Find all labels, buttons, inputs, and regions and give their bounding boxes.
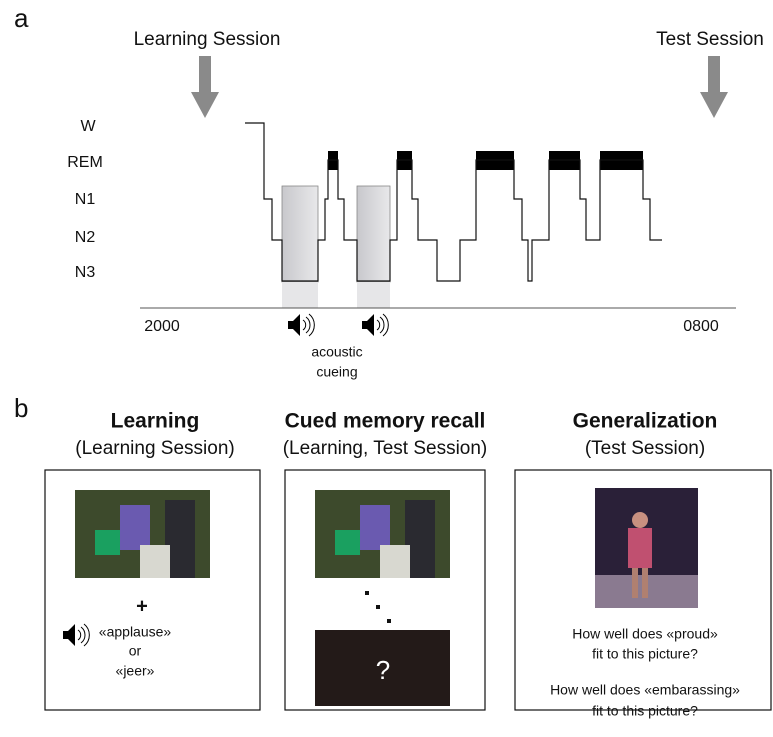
column-title: Learning <box>111 410 200 433</box>
photo <box>75 490 210 578</box>
photo <box>315 490 450 578</box>
stage-label: REM <box>67 154 103 171</box>
question-text: How well does «proud» <box>572 626 718 642</box>
stage-label: N1 <box>75 191 96 208</box>
panel-box <box>514 469 772 711</box>
stage-label: N2 <box>75 229 96 246</box>
column-title: Generalization <box>573 410 718 433</box>
word-label: «applause» <box>99 624 172 640</box>
speaker-icon <box>62 623 90 647</box>
cue-label: cueing <box>316 364 357 380</box>
cue-label: acoustic <box>311 344 362 360</box>
recall-box <box>315 630 450 706</box>
photo <box>595 488 698 608</box>
speaker-icon <box>361 313 389 337</box>
column-subtitle: (Test Session) <box>585 438 705 459</box>
cue-period <box>356 185 391 283</box>
panel-label: b <box>14 393 28 423</box>
dots <box>365 591 391 623</box>
session-label: Test Session <box>656 29 764 50</box>
stage-label: N3 <box>75 264 96 281</box>
word-label: or <box>129 643 142 659</box>
stage-label: W <box>80 118 96 135</box>
panel-box <box>44 469 261 711</box>
panel-box <box>284 469 486 711</box>
plus: + <box>136 595 148 617</box>
arrow <box>191 56 219 118</box>
question-text: fit to this picture? <box>592 646 698 662</box>
cue-period <box>281 185 319 283</box>
column-subtitle: (Learning Session) <box>75 438 234 459</box>
arrow <box>700 56 728 118</box>
word-label: «jeer» <box>116 663 155 679</box>
session-label: Learning Session <box>134 29 281 50</box>
question-text: fit to this picture? <box>592 703 698 719</box>
panel-label: a <box>14 3 29 33</box>
time-label: 2000 <box>144 318 180 335</box>
column-subtitle: (Learning, Test Session) <box>283 438 488 459</box>
question-mark: ? <box>376 655 390 685</box>
time-label: 0800 <box>683 318 719 335</box>
cue-period <box>282 282 318 308</box>
cue-period <box>357 282 390 308</box>
question-text: How well does «embarassing» <box>550 682 740 698</box>
speaker-icon <box>287 313 315 337</box>
hypnogram <box>245 122 662 282</box>
column-title: Cued memory recall <box>285 410 486 433</box>
